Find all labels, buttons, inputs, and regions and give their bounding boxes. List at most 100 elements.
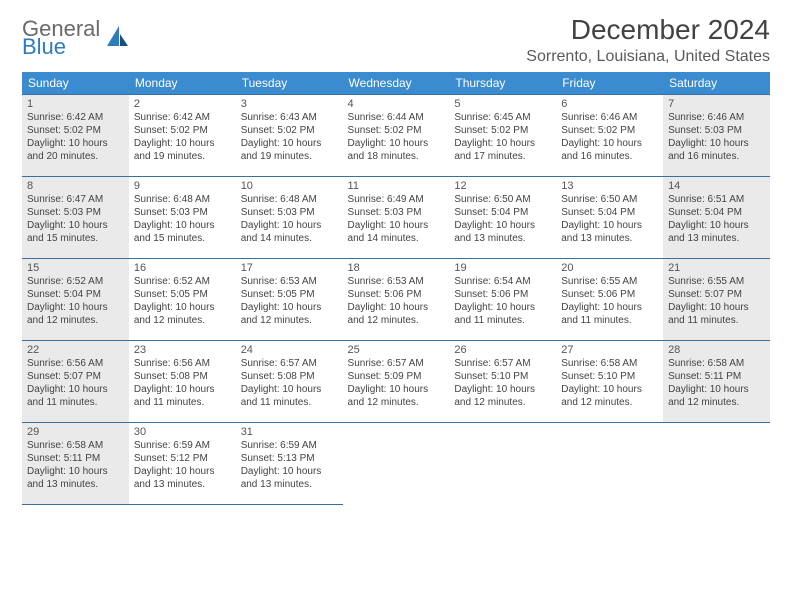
sunset-text: Sunset: 5:04 PM: [454, 206, 551, 219]
sunrise-text: Sunrise: 6:52 AM: [134, 275, 231, 288]
calendar-day-cell: 11Sunrise: 6:49 AMSunset: 5:03 PMDayligh…: [343, 177, 450, 259]
sunrise-text: Sunrise: 6:45 AM: [454, 111, 551, 124]
calendar-day-cell: [556, 423, 663, 505]
sunset-text: Sunset: 5:03 PM: [27, 206, 124, 219]
sunset-text: Sunset: 5:03 PM: [668, 124, 765, 137]
sunrise-text: Sunrise: 6:42 AM: [27, 111, 124, 124]
day-number: 25: [348, 344, 445, 356]
daylight-text: Daylight: 10 hours and 19 minutes.: [134, 137, 231, 163]
sunrise-text: Sunrise: 6:58 AM: [668, 357, 765, 370]
day-number: 21: [668, 262, 765, 274]
sunrise-text: Sunrise: 6:53 AM: [241, 275, 338, 288]
calendar-day-cell: [663, 423, 770, 505]
sunrise-text: Sunrise: 6:52 AM: [27, 275, 124, 288]
calendar-day-cell: 19Sunrise: 6:54 AMSunset: 5:06 PMDayligh…: [449, 259, 556, 341]
day-number: 12: [454, 180, 551, 192]
sunset-text: Sunset: 5:02 PM: [454, 124, 551, 137]
calendar-day-cell: [343, 423, 450, 505]
sunset-text: Sunset: 5:03 PM: [241, 206, 338, 219]
weekday-header: Monday: [129, 72, 236, 95]
daylight-text: Daylight: 10 hours and 13 minutes.: [134, 465, 231, 491]
calendar-day-cell: 29Sunrise: 6:58 AMSunset: 5:11 PMDayligh…: [22, 423, 129, 505]
daylight-text: Daylight: 10 hours and 14 minutes.: [241, 219, 338, 245]
day-number: 27: [561, 344, 658, 356]
weekday-row: SundayMondayTuesdayWednesdayThursdayFrid…: [22, 72, 770, 95]
day-number: 15: [27, 262, 124, 274]
daylight-text: Daylight: 10 hours and 11 minutes.: [454, 301, 551, 327]
day-number: 13: [561, 180, 658, 192]
sunrise-text: Sunrise: 6:50 AM: [561, 193, 658, 206]
sunset-text: Sunset: 5:04 PM: [561, 206, 658, 219]
calendar-day-cell: 16Sunrise: 6:52 AMSunset: 5:05 PMDayligh…: [129, 259, 236, 341]
daylight-text: Daylight: 10 hours and 12 minutes.: [348, 301, 445, 327]
sunset-text: Sunset: 5:06 PM: [561, 288, 658, 301]
title-block: December 2024 Sorrento, Louisiana, Unite…: [526, 14, 770, 66]
calendar-week-row: 15Sunrise: 6:52 AMSunset: 5:04 PMDayligh…: [22, 259, 770, 341]
location-text: Sorrento, Louisiana, United States: [526, 48, 770, 66]
daylight-text: Daylight: 10 hours and 12 minutes.: [241, 301, 338, 327]
sunrise-text: Sunrise: 6:47 AM: [27, 193, 124, 206]
day-number: 14: [668, 180, 765, 192]
day-number: 7: [668, 98, 765, 110]
sunset-text: Sunset: 5:04 PM: [668, 206, 765, 219]
sunrise-text: Sunrise: 6:51 AM: [668, 193, 765, 206]
sunset-text: Sunset: 5:06 PM: [454, 288, 551, 301]
sunset-text: Sunset: 5:13 PM: [241, 452, 338, 465]
sunrise-text: Sunrise: 6:57 AM: [348, 357, 445, 370]
calendar-day-cell: 14Sunrise: 6:51 AMSunset: 5:04 PMDayligh…: [663, 177, 770, 259]
day-number: 1: [27, 98, 124, 110]
sunset-text: Sunset: 5:11 PM: [27, 452, 124, 465]
sunrise-text: Sunrise: 6:46 AM: [561, 111, 658, 124]
daylight-text: Daylight: 10 hours and 19 minutes.: [241, 137, 338, 163]
sunrise-text: Sunrise: 6:50 AM: [454, 193, 551, 206]
day-number: 24: [241, 344, 338, 356]
calendar-day-cell: 4Sunrise: 6:44 AMSunset: 5:02 PMDaylight…: [343, 95, 450, 177]
day-number: 4: [348, 98, 445, 110]
calendar-day-cell: 23Sunrise: 6:56 AMSunset: 5:08 PMDayligh…: [129, 341, 236, 423]
calendar-day-cell: 22Sunrise: 6:56 AMSunset: 5:07 PMDayligh…: [22, 341, 129, 423]
calendar-week-row: 1Sunrise: 6:42 AMSunset: 5:02 PMDaylight…: [22, 95, 770, 177]
sunset-text: Sunset: 5:03 PM: [134, 206, 231, 219]
sunrise-text: Sunrise: 6:57 AM: [241, 357, 338, 370]
sunrise-text: Sunrise: 6:49 AM: [348, 193, 445, 206]
daylight-text: Daylight: 10 hours and 16 minutes.: [561, 137, 658, 163]
calendar-day-cell: 31Sunrise: 6:59 AMSunset: 5:13 PMDayligh…: [236, 423, 343, 505]
header: General Blue December 2024 Sorrento, Lou…: [22, 14, 770, 66]
sunset-text: Sunset: 5:05 PM: [241, 288, 338, 301]
weekday-header: Tuesday: [236, 72, 343, 95]
weekday-header: Friday: [556, 72, 663, 95]
daylight-text: Daylight: 10 hours and 12 minutes.: [134, 301, 231, 327]
daylight-text: Daylight: 10 hours and 11 minutes.: [668, 301, 765, 327]
sunset-text: Sunset: 5:09 PM: [348, 370, 445, 383]
sunrise-text: Sunrise: 6:55 AM: [668, 275, 765, 288]
sunrise-text: Sunrise: 6:56 AM: [134, 357, 231, 370]
day-number: 26: [454, 344, 551, 356]
daylight-text: Daylight: 10 hours and 11 minutes.: [561, 301, 658, 327]
calendar-day-cell: 7Sunrise: 6:46 AMSunset: 5:03 PMDaylight…: [663, 95, 770, 177]
daylight-text: Daylight: 10 hours and 11 minutes.: [134, 383, 231, 409]
calendar-day-cell: 13Sunrise: 6:50 AMSunset: 5:04 PMDayligh…: [556, 177, 663, 259]
sunset-text: Sunset: 5:06 PM: [348, 288, 445, 301]
sunset-text: Sunset: 5:03 PM: [348, 206, 445, 219]
calendar-day-cell: 8Sunrise: 6:47 AMSunset: 5:03 PMDaylight…: [22, 177, 129, 259]
sunset-text: Sunset: 5:08 PM: [134, 370, 231, 383]
logo-text-block: General Blue: [22, 18, 100, 58]
calendar-day-cell: 12Sunrise: 6:50 AMSunset: 5:04 PMDayligh…: [449, 177, 556, 259]
calendar-day-cell: 2Sunrise: 6:42 AMSunset: 5:02 PMDaylight…: [129, 95, 236, 177]
daylight-text: Daylight: 10 hours and 13 minutes.: [27, 465, 124, 491]
sunrise-text: Sunrise: 6:58 AM: [561, 357, 658, 370]
calendar-day-cell: 3Sunrise: 6:43 AMSunset: 5:02 PMDaylight…: [236, 95, 343, 177]
calendar-day-cell: 26Sunrise: 6:57 AMSunset: 5:10 PMDayligh…: [449, 341, 556, 423]
sunrise-text: Sunrise: 6:53 AM: [348, 275, 445, 288]
day-number: 28: [668, 344, 765, 356]
day-number: 2: [134, 98, 231, 110]
daylight-text: Daylight: 10 hours and 15 minutes.: [134, 219, 231, 245]
day-number: 23: [134, 344, 231, 356]
sunrise-text: Sunrise: 6:44 AM: [348, 111, 445, 124]
daylight-text: Daylight: 10 hours and 12 minutes.: [454, 383, 551, 409]
day-number: 9: [134, 180, 231, 192]
sunset-text: Sunset: 5:02 PM: [561, 124, 658, 137]
calendar-head: SundayMondayTuesdayWednesdayThursdayFrid…: [22, 72, 770, 95]
sunset-text: Sunset: 5:12 PM: [134, 452, 231, 465]
sunset-text: Sunset: 5:10 PM: [561, 370, 658, 383]
